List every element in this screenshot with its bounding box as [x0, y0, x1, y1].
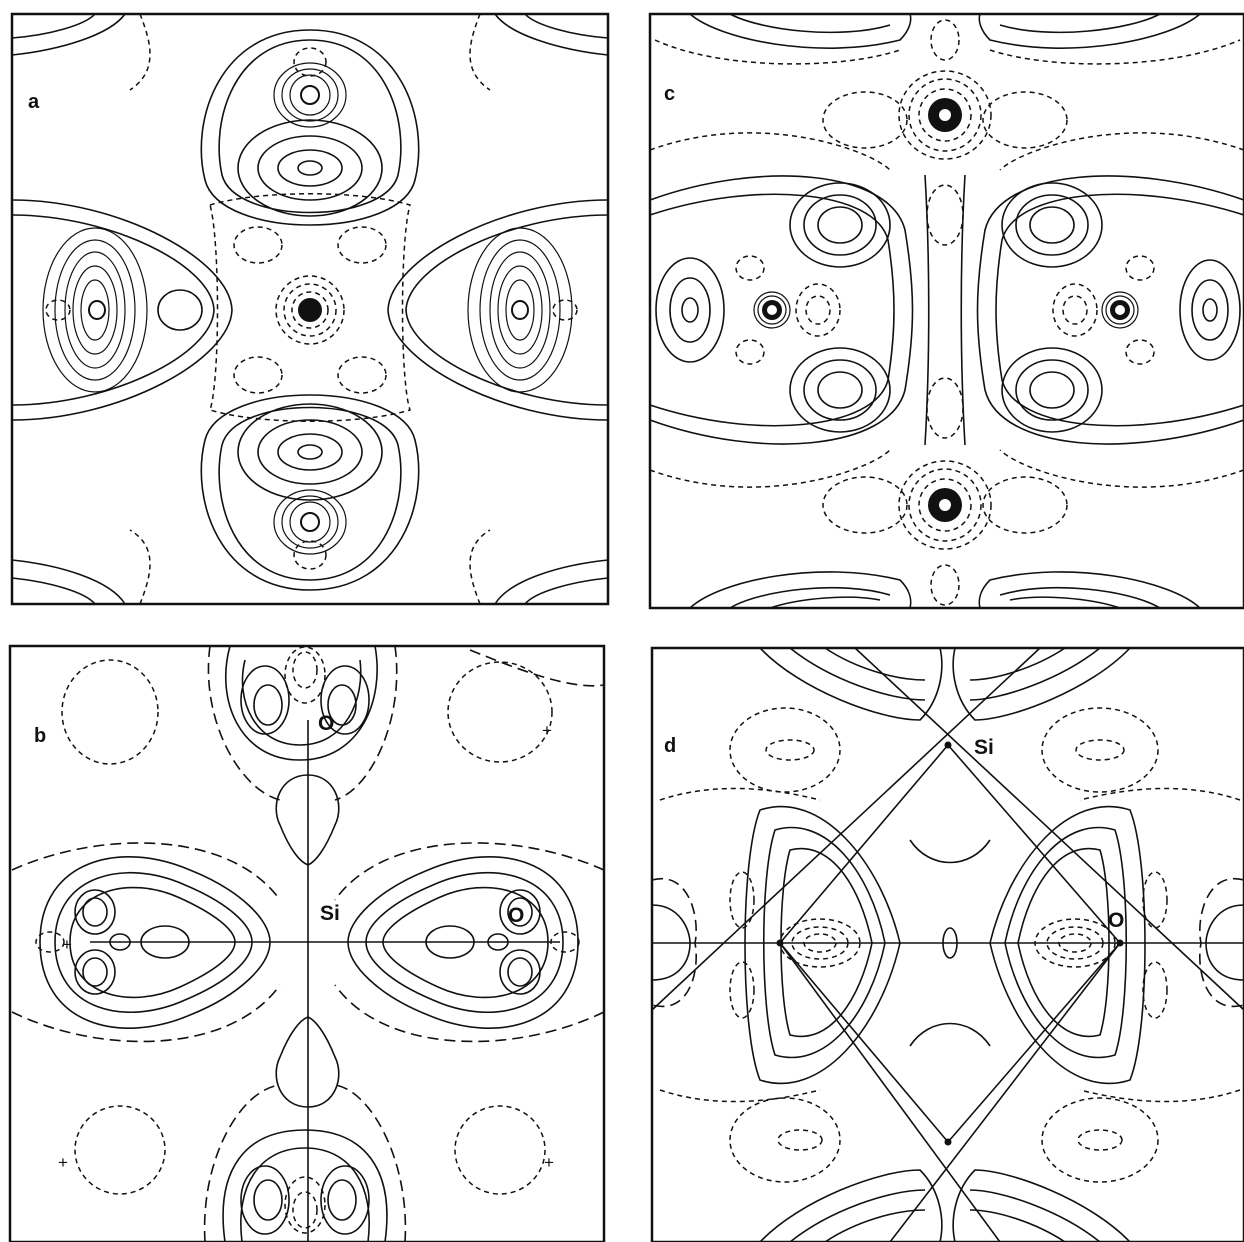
panel-d-si-top-marker — [944, 741, 952, 749]
panel-d-o-left-marker — [776, 939, 784, 947]
panel-b-left-lobe — [11, 842, 281, 1043]
panel-a-right-lobe — [387, 199, 609, 421]
panel-a-frame — [10, 12, 610, 606]
panel-d-axes — [651, 647, 1244, 1242]
panel-b-corner-bl — [74, 1105, 166, 1195]
panel-a: a — [10, 12, 610, 606]
panel-d-si-bottom-marker — [944, 1138, 952, 1146]
panel-b-contours — [11, 645, 605, 1242]
panel-c-top-atom — [898, 70, 992, 160]
panel-b-corner-br — [454, 1105, 546, 1195]
panel-c-contours — [649, 13, 1244, 609]
panel-a-left-lobe — [11, 199, 233, 421]
panel-b-atom-o-top: O — [318, 712, 334, 735]
panel-b-plus-left: + — [62, 935, 72, 954]
panel-b-plus-br: + — [544, 1153, 554, 1172]
panel-c-label: c — [664, 83, 675, 105]
panel-c-frame — [648, 12, 1244, 610]
panel-b-bottom-lobe — [203, 1084, 407, 1242]
panel-d-frame — [650, 646, 1244, 1242]
panel-a-top-lobe — [200, 29, 420, 226]
panel-d-o-right-marker — [1116, 939, 1124, 947]
panel-d-contours — [651, 647, 1244, 1242]
panel-b-frame — [8, 644, 606, 1242]
panel-c: c — [648, 12, 1244, 610]
panel-a-corners — [11, 13, 609, 605]
panel-b-lower-oval — [275, 1016, 340, 1108]
panel-d-atom-o: O — [1108, 909, 1124, 932]
panel-a-center — [209, 193, 411, 422]
panel-a-contours — [11, 13, 609, 605]
panel-a-label: a — [28, 91, 40, 113]
panel-b-plus-bl: + — [58, 1153, 68, 1172]
panel-c-edge-lobes — [689, 13, 1201, 609]
panel-d: d — [650, 646, 1244, 1242]
panel-c-left-group — [649, 175, 914, 445]
panel-a-bottom-lobe — [200, 394, 420, 591]
panel-c-dashed — [649, 19, 1244, 606]
panel-c-right-group — [976, 175, 1244, 445]
panel-b-edge-dash — [469, 649, 605, 687]
panel-d-atom-si: Si — [974, 736, 994, 759]
panel-b-corner-tl — [61, 659, 159, 765]
panel-b: b — [8, 644, 606, 1242]
panel-b-upper-oval — [275, 774, 340, 866]
panel-b-label: b — [34, 725, 46, 747]
panel-b-atom-o-right: O — [508, 904, 524, 927]
panel-b-corner-tr — [447, 661, 553, 763]
panel-b-right-lobe — [334, 842, 605, 1043]
panel-d-label: d — [664, 735, 676, 757]
panel-b-atom-si: Si — [320, 902, 340, 925]
panel-b-top-lobe — [207, 645, 398, 801]
panel-c-bottom-atom — [898, 460, 992, 550]
panel-b-plus-tr: + — [542, 721, 552, 740]
